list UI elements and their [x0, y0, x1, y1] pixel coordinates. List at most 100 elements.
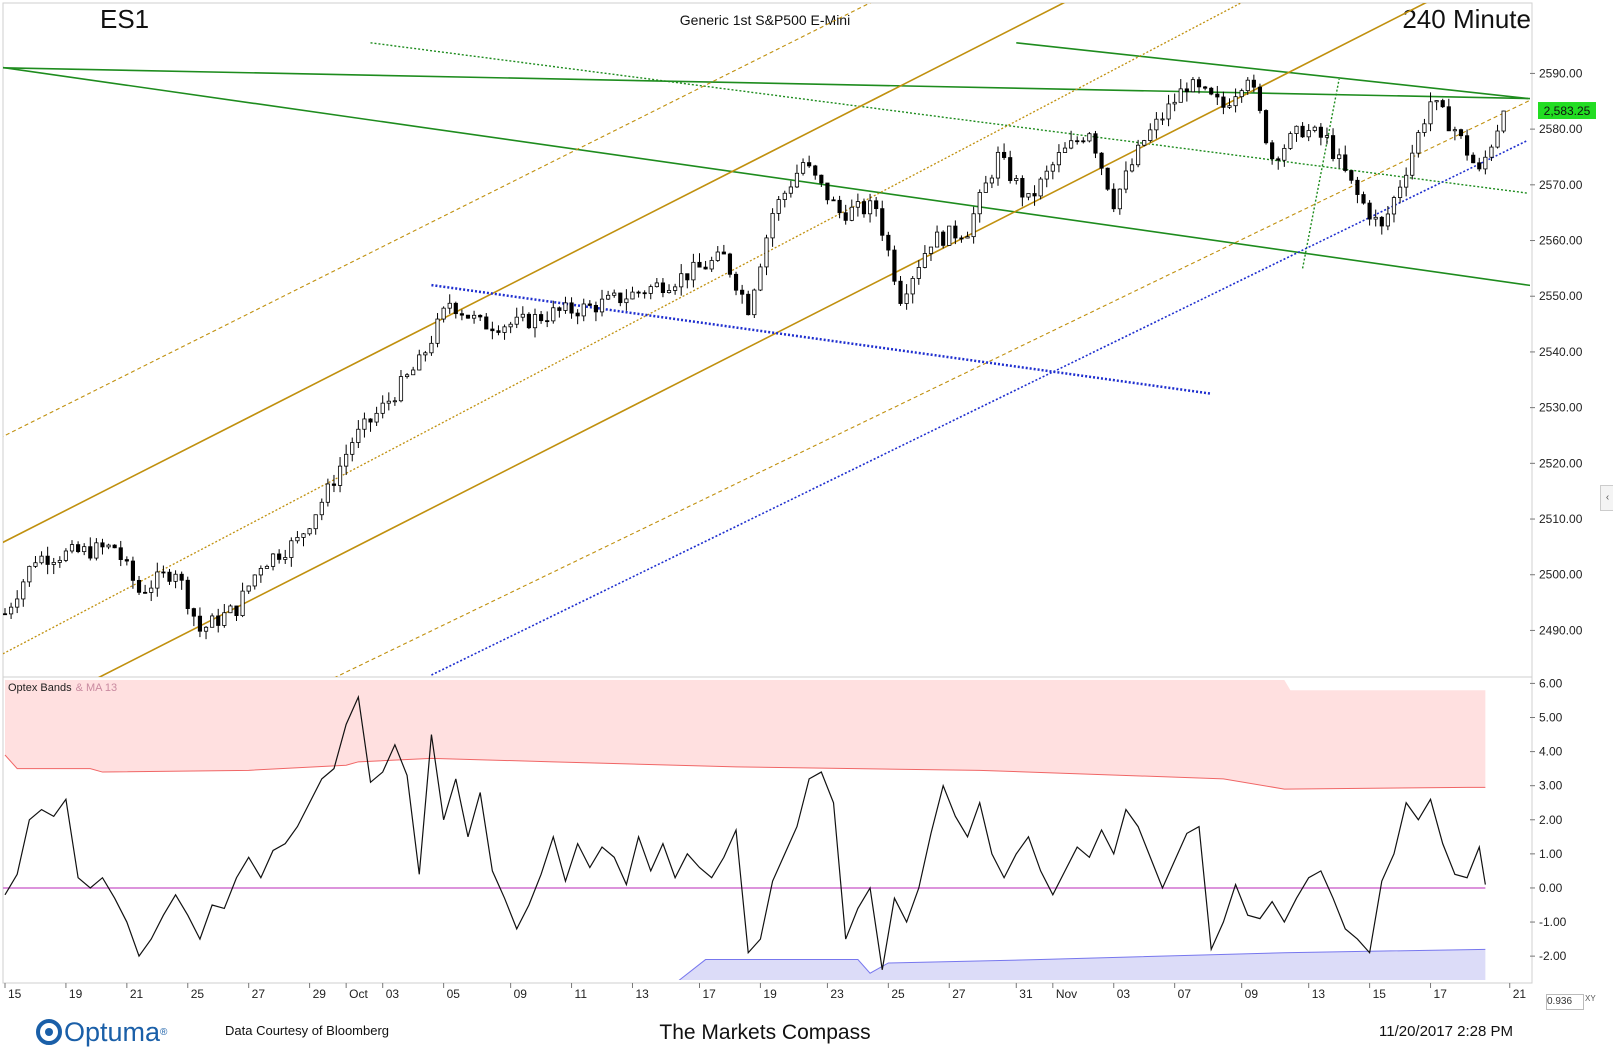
candle-up	[910, 278, 915, 295]
xy-toggle[interactable]: XY	[1585, 994, 1596, 1003]
candle-up	[82, 546, 87, 553]
candle-up	[155, 571, 160, 589]
candle-up	[447, 302, 452, 309]
time-tick-label: 11	[575, 987, 588, 1001]
optex-tick-label: -2.00	[1539, 949, 1567, 963]
price-tick-label: 2570.00	[1539, 178, 1583, 192]
candle-down	[843, 212, 848, 221]
candle-up	[599, 298, 605, 313]
data-courtesy: Data Courtesy of Bloomberg	[225, 1023, 390, 1038]
candle-up	[758, 266, 763, 291]
candle-up	[149, 587, 154, 593]
candle-up	[1452, 129, 1457, 132]
optex-oscillator-line	[4, 694, 1486, 970]
candle-up	[1391, 197, 1397, 215]
optuma-logo[interactable]: Optuma ®	[36, 1017, 167, 1047]
candle-up	[1489, 146, 1494, 158]
price-pane[interactable]	[0, 0, 1558, 852]
candle-up	[319, 501, 324, 516]
candle-down	[453, 302, 458, 315]
candle-up	[337, 465, 343, 486]
candle-down	[1355, 179, 1360, 195]
optex-pane[interactable]	[3, 680, 1486, 983]
candle-up	[916, 267, 921, 279]
candle-up	[222, 612, 227, 626]
candle-up	[307, 528, 312, 535]
candle-down	[618, 292, 623, 304]
candle-up	[173, 573, 178, 582]
candle-down	[1361, 194, 1366, 204]
candle-down	[727, 253, 733, 275]
candle-up	[1337, 154, 1342, 159]
candle-up	[429, 342, 434, 354]
candle-down	[161, 571, 166, 574]
optex-axis[interactable]: 6.00 5.00 4.00 3.00 2.00 1.00 0.00 -1.00 -2.00	[1530, 676, 1567, 963]
candle-up	[770, 212, 775, 239]
time-tick-label: 17	[1434, 987, 1448, 1001]
candle-up	[301, 533, 306, 538]
candle-up	[764, 237, 769, 268]
candle-up	[1239, 90, 1244, 98]
candle-up	[472, 314, 477, 319]
time-axis[interactable]: 15 19 21 25 27 29 Oct 03 05 09 11 13 17 19 23 25 27 31 Nov…	[4, 983, 1527, 1001]
candle-up	[94, 542, 99, 559]
time-tick-label: 09	[1245, 987, 1259, 1001]
chart-canvas[interactable]: 2490.00 2500.00 2510.00 2520.00 2530.00 2540.…	[0, 0, 1613, 1015]
candle-up	[270, 553, 276, 567]
price-tick-label: 2510.00	[1539, 512, 1583, 526]
optex-lower-band-line	[678, 948, 1486, 980]
chevron-left-icon[interactable]: ‹	[1600, 485, 1613, 511]
footer: Optuma ® Data Courtesy of Bloomberg The M…	[0, 1015, 1613, 1048]
candle-down	[703, 266, 708, 270]
candle-up	[935, 231, 940, 248]
candle-up	[246, 585, 251, 592]
candle-down	[1440, 100, 1445, 108]
green-channel-top	[1016, 41, 1529, 100]
candle-down	[807, 162, 812, 167]
candle-down	[1367, 202, 1372, 220]
candle-up	[240, 590, 245, 617]
candle-up	[392, 400, 397, 403]
candle-down	[1318, 126, 1323, 138]
candle-up	[1385, 213, 1390, 227]
candle-down	[143, 591, 148, 594]
time-tick-label: 31	[1019, 987, 1033, 1001]
candle-up	[1434, 100, 1439, 103]
candle-up	[709, 260, 714, 270]
time-tick-label: 15	[8, 987, 22, 1001]
candle-up	[325, 483, 330, 503]
candle-down	[1184, 88, 1189, 93]
candle-down	[941, 231, 946, 246]
candle-up	[362, 418, 367, 430]
candle-up	[1404, 174, 1409, 188]
candle-up	[776, 199, 781, 214]
optex-tick-label: -1.00	[1539, 915, 1567, 929]
candle-down	[953, 225, 958, 239]
candle-down	[959, 237, 964, 240]
candle-up	[679, 273, 684, 288]
candle-up	[1154, 118, 1159, 131]
candle-down	[1343, 154, 1348, 171]
candle-up	[1129, 164, 1135, 172]
optex-legend[interactable]: Optex Bands & MA 13	[8, 682, 117, 694]
time-tick-label: 27	[952, 987, 966, 1001]
gold-channel-upper	[3, 3, 1066, 544]
candle-up	[1306, 130, 1311, 138]
candle-down	[1257, 86, 1263, 111]
candle-down	[1263, 110, 1269, 144]
candle-up	[411, 369, 416, 376]
time-tick-label: 21	[1513, 987, 1527, 1001]
candle-up	[1483, 156, 1488, 170]
candle-up	[374, 412, 379, 423]
time-tick-label: 13	[1312, 987, 1326, 1001]
candle-down	[539, 314, 544, 322]
optex-tick-label: 5.00	[1539, 711, 1563, 725]
zoom-value[interactable]: 0.936	[1546, 994, 1584, 1010]
candle-up	[63, 550, 68, 561]
candle-up	[922, 253, 927, 268]
candle-up	[1038, 178, 1043, 197]
time-tick-label: 19	[763, 987, 777, 1001]
price-axis[interactable]: 2490.00 2500.00 2510.00 2520.00 2530.00 2540.…	[1530, 66, 1583, 637]
candle-down	[685, 273, 690, 281]
candle-down	[898, 280, 903, 304]
